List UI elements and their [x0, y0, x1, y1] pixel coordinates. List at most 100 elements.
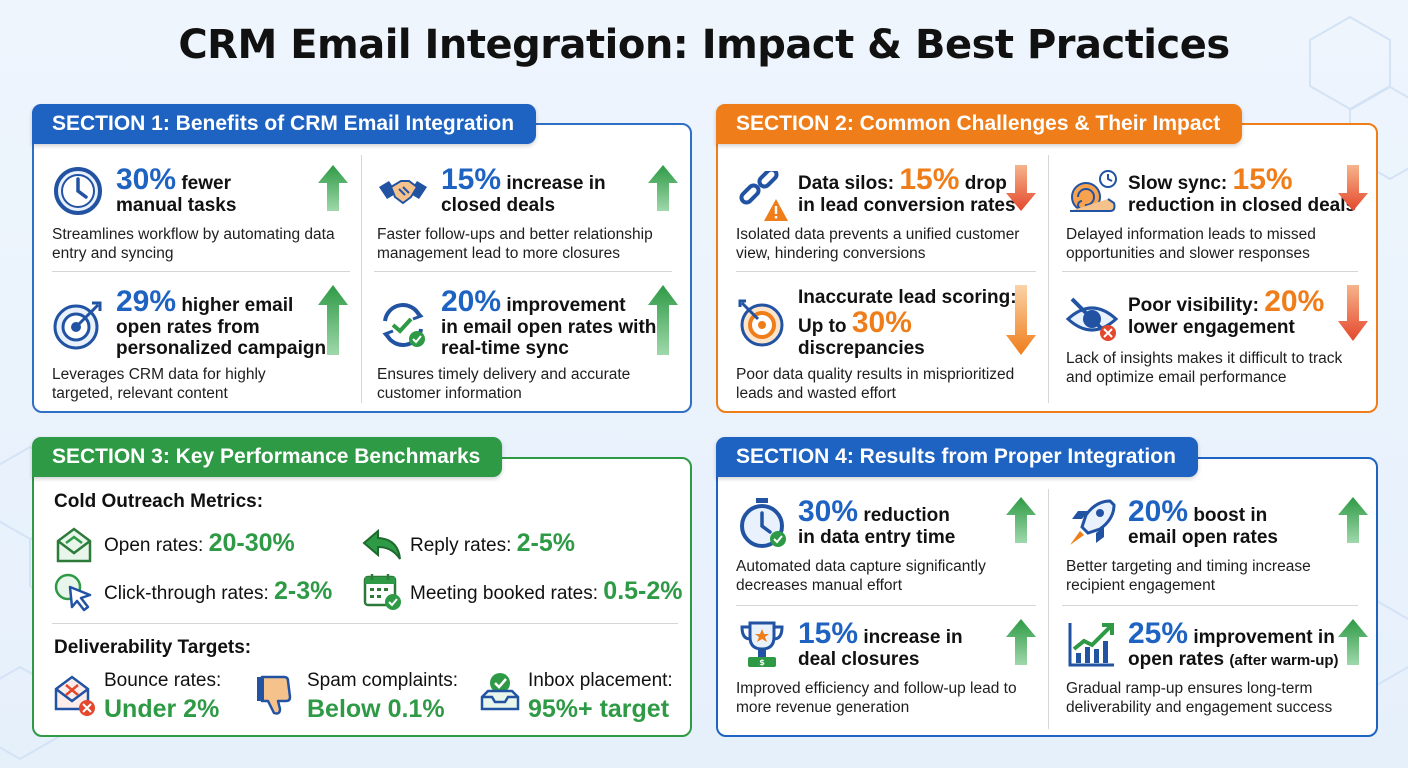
target-label: Inbox placement:: [528, 670, 673, 691]
broken-link-icon: [739, 171, 788, 221]
arrow-down-icon: [1338, 165, 1368, 211]
result-text: email open rates: [1128, 527, 1278, 548]
section-2-label: SECTION 2: Common Challenges & Their Imp…: [716, 104, 1243, 144]
growth-chart-icon: [1068, 623, 1114, 667]
clock-icon: [54, 167, 102, 215]
result-desc: Improved efficiency and follow-up lead t…: [736, 680, 1017, 716]
benefit-real-time-sync: 20% improvement in email open rates with…: [377, 285, 677, 405]
metric-reply-rates: Reply rates: 2-5%: [410, 529, 575, 558]
benefit-value: 15%: [441, 163, 502, 196]
arrow-down-icon: [1006, 285, 1036, 355]
benefit-text: manual tasks: [116, 195, 237, 216]
benefit-value: 29%: [116, 285, 177, 318]
benefit-text: improvement: [506, 295, 626, 316]
result-data-entry: 30% reduction in data entry time Automat…: [736, 495, 1046, 595]
challenge-text: reduction in closed deals: [1128, 195, 1357, 216]
thumbs-down-icon: [257, 675, 292, 715]
challenge-text: Slow sync:: [1128, 173, 1228, 194]
result-desc: Better targeting and timing increase rec…: [1066, 558, 1311, 594]
result-text: deal closures: [798, 649, 920, 670]
target-value: Under 2%: [104, 695, 220, 723]
challenge-text: Inaccurate lead scoring:: [798, 287, 1017, 308]
svg-text:$: $: [759, 658, 765, 667]
page-title: CRM Email Integration: Impact & Best Pra…: [178, 22, 1230, 68]
challenge-text: drop: [964, 173, 1007, 194]
result-value: 25%: [1128, 617, 1189, 650]
metric-value: 20-30%: [208, 529, 295, 557]
challenge-value: 15%: [899, 163, 960, 196]
section-4-label: SECTION 4: Results from Proper Integrati…: [716, 437, 1198, 477]
cursor-click-icon: [54, 573, 92, 612]
challenge-lead-scoring: Inaccurate lead scoring: Up to 30% discr…: [736, 285, 1046, 405]
benefit-desc: Faster follow-ups and better relationshi…: [377, 226, 653, 262]
section-3-label: SECTION 3: Key Performance Benchmarks: [32, 437, 503, 477]
challenge-text: Up to: [798, 316, 847, 337]
result-text: in data entry time: [798, 527, 956, 548]
benefit-text: open rates from: [116, 317, 260, 338]
target-value: Below 0.1%: [307, 695, 445, 723]
result-desc: Automated data capture significantly dec…: [736, 558, 986, 594]
result-open-rates-improvement: 25% improvement in open rates (after war…: [1066, 617, 1366, 727]
sync-icon: [382, 303, 425, 347]
section-4-panel: 30% reduction in data entry time Automat…: [716, 457, 1378, 737]
benefit-text: increase in: [506, 173, 606, 194]
benefit-text: real-time sync: [441, 338, 569, 359]
challenge-value: 20%: [1264, 285, 1325, 318]
result-text: improvement in: [1193, 627, 1335, 648]
benefit-value: 20%: [441, 285, 502, 318]
open-envelope-icon: [56, 527, 92, 563]
result-value: 30%: [798, 495, 859, 528]
benefit-text: closed deals: [441, 195, 556, 216]
metric-value: 0.5-2%: [603, 577, 683, 605]
metric-meeting-booked: Meeting booked rates: 0.5-2%: [410, 577, 683, 606]
arrow-up-icon: [1338, 619, 1368, 665]
benefit-desc: Streamlines workflow by automating data …: [52, 226, 335, 262]
result-desc: Gradual ramp-up ensures long-term delive…: [1066, 680, 1333, 716]
divider: [1062, 605, 1358, 606]
divider: [52, 623, 678, 624]
result-text: increase in: [863, 627, 963, 648]
target-label: Spam complaints:: [307, 670, 459, 691]
missed-target-icon: [738, 299, 784, 347]
target-icon: [53, 301, 102, 350]
handshake-icon: [379, 180, 427, 205]
snail-icon: [1070, 170, 1117, 212]
divider: [736, 271, 1036, 272]
challenge-desc: Delayed information leads to missed oppo…: [1066, 226, 1316, 262]
metric-label: Click-through rates:: [104, 583, 269, 604]
metric-label: Reply rates:: [410, 535, 512, 556]
benefit-value: 30%: [116, 163, 177, 196]
divider: [52, 271, 350, 272]
benefit-text: in email open rates with: [441, 317, 657, 338]
section-1-label: SECTION 1: Benefits of CRM Email Integra…: [32, 104, 537, 144]
metric-value: 2-3%: [274, 577, 333, 605]
metric-label: Open rates:: [104, 535, 204, 556]
benefit-desc: Leverages CRM data for highly targeted, …: [52, 366, 266, 402]
benefit-fewer-tasks: 30% fewer manual tasks Streamlines workf…: [52, 163, 352, 263]
benefit-closed-deals: 15% increase in closed deals Faster foll…: [377, 163, 677, 263]
challenge-slow-sync: Slow sync: 15% reduction in closed deals…: [1066, 163, 1366, 263]
target-inbox-placement: Inbox placement: 95%+ target: [528, 667, 673, 726]
result-text-note: (after warm-up): [1229, 652, 1339, 669]
cold-outreach-title: Cold Outreach Metrics:: [54, 491, 264, 512]
divider: [1048, 155, 1049, 403]
target-label: Bounce rates:: [104, 670, 222, 691]
benefit-text: personalized campaigns: [116, 338, 337, 359]
section-3-panel: Cold Outreach Metrics: Open rates: 20-30…: [32, 457, 692, 737]
benefit-open-rates: 29% higher email open rates from persona…: [52, 285, 352, 405]
arrow-up-icon: [648, 285, 678, 355]
challenge-text: Poor visibility:: [1128, 295, 1259, 316]
section-2-panel: Data silos: 15% drop in lead conversion …: [716, 123, 1378, 413]
arrow-down-icon: [1338, 285, 1368, 341]
target-spam-complaints: Spam complaints: Below 0.1%: [307, 667, 458, 726]
hidden-eye-icon: [1066, 297, 1118, 341]
challenge-desc: Lack of insights makes it difficult to t…: [1066, 350, 1343, 386]
challenge-text: discrepancies: [798, 338, 925, 359]
arrow-down-icon: [1006, 165, 1036, 211]
challenge-value: 30%: [851, 306, 912, 339]
metric-click-through: Click-through rates: 2-3%: [104, 577, 332, 606]
challenge-desc: Isolated data prevents a unified custome…: [736, 226, 1020, 262]
arrow-up-icon: [648, 165, 678, 211]
challenge-text: in lead conversion rates: [798, 195, 1016, 216]
deliverability-title: Deliverability Targets:: [54, 637, 252, 658]
